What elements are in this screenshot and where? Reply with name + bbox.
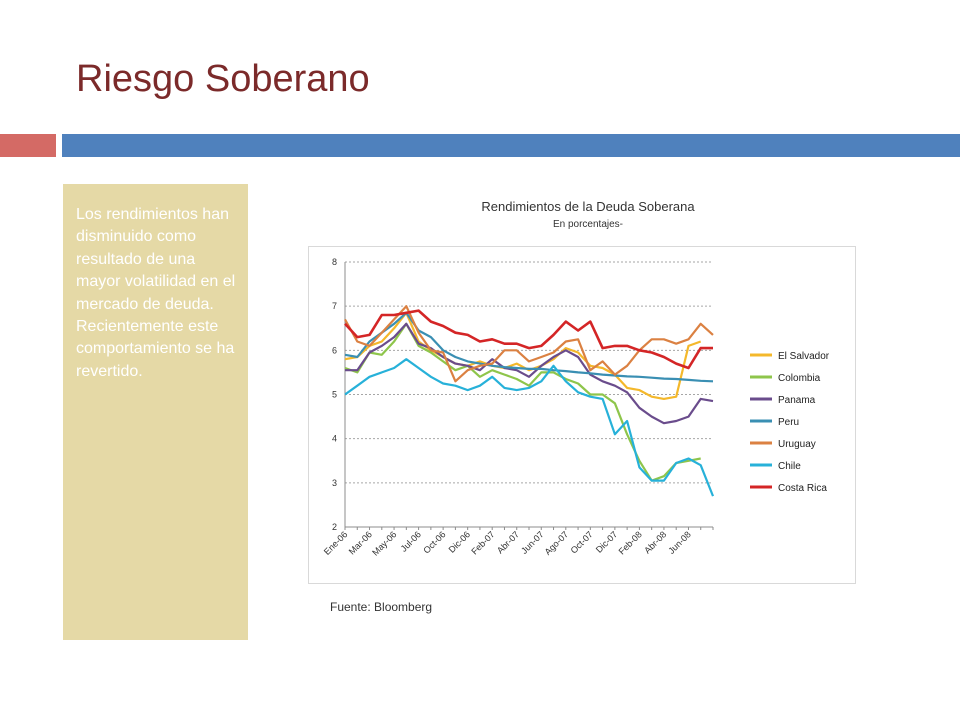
legend-label-costa-rica: Costa Rica <box>778 483 827 494</box>
side-panel: Los rendimientos han disminuido como res… <box>63 184 248 640</box>
legend-label-uruguay: Uruguay <box>778 439 816 450</box>
side-panel-text: Los rendimientos han disminuido como res… <box>76 206 236 380</box>
x-tick-label: Oct-07 <box>569 529 595 555</box>
x-tick-label: Dic-06 <box>447 529 472 554</box>
slide-title: Riesgo Soberano <box>76 58 370 100</box>
y-tick-label: 6 <box>332 345 337 355</box>
accent-bar-blue <box>62 134 960 157</box>
x-tick-label: Dic-07 <box>594 529 619 554</box>
x-tick-label: Ago-07 <box>543 529 571 557</box>
legend-label-colombia: Colombia <box>778 373 821 384</box>
x-tick-label: Jun-08 <box>666 529 693 556</box>
x-tick-label: Oct-06 <box>421 529 447 555</box>
x-tick-label: Feb-08 <box>617 529 644 556</box>
x-tick-label: Jul-06 <box>399 529 423 553</box>
x-tick-label: May-06 <box>370 529 398 557</box>
y-tick-label: 3 <box>332 478 337 488</box>
x-tick-label: Feb-07 <box>469 529 496 556</box>
y-tick-label: 5 <box>332 390 337 400</box>
x-tick-label: Mar-06 <box>347 529 374 556</box>
y-tick-label: 7 <box>332 301 337 311</box>
series-line-costa-rica <box>344 309 713 370</box>
series-line-chile <box>344 358 715 497</box>
chart-area: 2 3 4 5 6 7 8 Ene-06 Mar-06 May-06 Jul-06 Oct-06 Dic… <box>308 246 856 584</box>
series-line-colombia <box>344 322 701 482</box>
x-tick-label: Ene-06 <box>322 529 350 557</box>
series-line-panama <box>345 322 714 425</box>
y-tick-label: 8 <box>332 257 337 267</box>
chart-subtitle: En porcentajes- <box>552 219 624 230</box>
legend-label-peru: Peru <box>778 417 799 428</box>
legend-label-el-salvador: El Salvador <box>778 351 830 362</box>
x-tick-label: Abr-07 <box>495 529 521 555</box>
y-tick-label: 2 <box>332 522 337 532</box>
legend-label-chile: Chile <box>778 461 801 472</box>
source-note: Fuente: Bloomberg <box>330 600 433 614</box>
y-tick-label: 4 <box>332 434 337 444</box>
legend-label-panama: Panama <box>778 395 816 406</box>
accent-bar-red <box>0 134 56 157</box>
series-line-uruguay <box>344 305 714 383</box>
x-tick-label: Jun-07 <box>519 529 546 556</box>
chart-title: Rendimientos de la Deuda Soberana <box>481 199 695 214</box>
x-tick-label: Abr-08 <box>642 529 668 555</box>
